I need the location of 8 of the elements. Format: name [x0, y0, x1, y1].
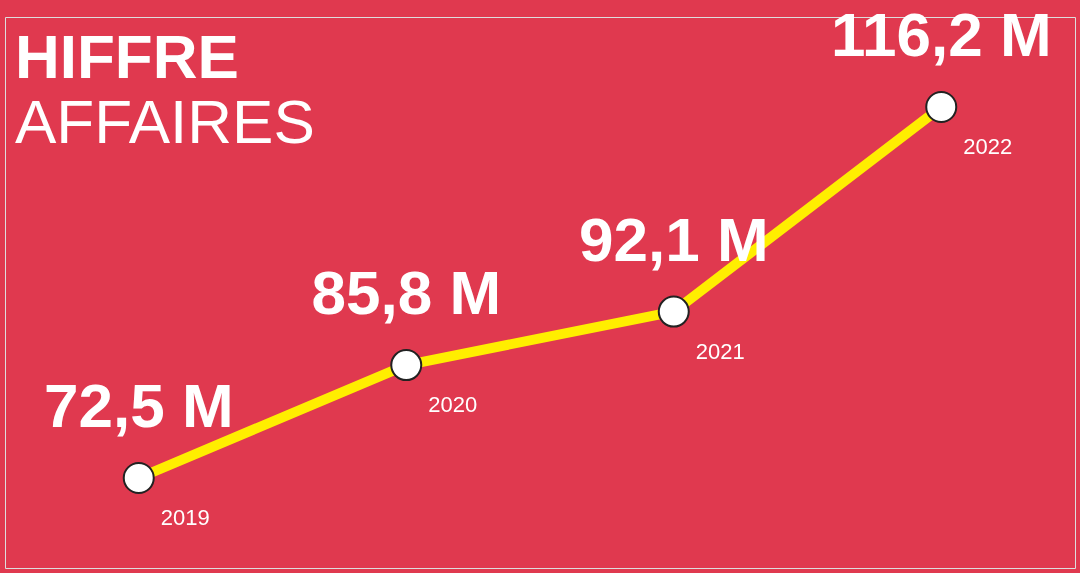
x-tick-label: 2022	[963, 134, 1013, 159]
data-label: 116,2 M	[830, 0, 1052, 69]
x-tick-label: 2020	[428, 392, 478, 418]
data-label: 72,5 M	[43, 371, 234, 440]
data-label: 92,1 M	[578, 204, 769, 274]
x-tick-label: 2019	[160, 505, 210, 530]
data-label: 85,8 M	[311, 258, 502, 328]
x-tick-label: 2021	[695, 338, 745, 364]
